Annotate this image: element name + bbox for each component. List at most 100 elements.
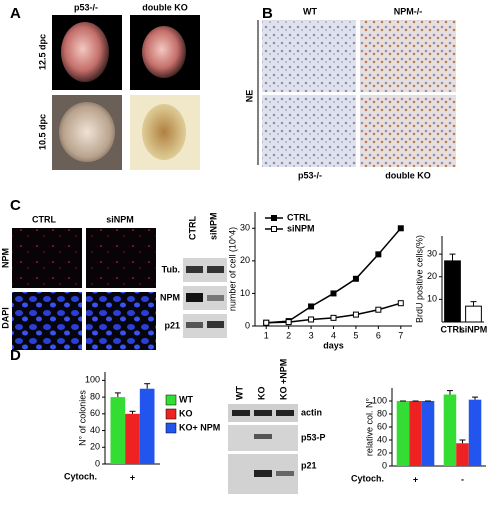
legend-swatch	[165, 408, 177, 420]
x-tick-label: CTRL	[441, 324, 465, 334]
band	[186, 322, 203, 328]
panel-b: B WT NPM-/- p53-/- double KO NE	[244, 5, 456, 180]
y-axis-label: relative col. N°	[364, 398, 374, 457]
x-tick-label: 1	[264, 330, 269, 340]
y-tick-label: 40	[90, 425, 100, 435]
band	[254, 410, 272, 416]
x-tick-label: 3	[309, 330, 314, 340]
marker	[330, 290, 337, 297]
y-tick-label: 30	[427, 248, 437, 258]
y-tick-label: 10	[427, 294, 437, 304]
blot-column-label: siNPM	[208, 212, 218, 240]
blot-row-label: p53-P	[301, 432, 326, 442]
band	[186, 293, 203, 302]
bar	[125, 413, 140, 464]
panel-letter: B	[262, 5, 273, 22]
blot-row-label: Tub.	[162, 264, 180, 274]
band	[207, 295, 224, 301]
marker	[330, 314, 337, 321]
blot-row-label: NPM	[160, 292, 180, 302]
y-tick-label: 0	[245, 320, 250, 330]
y-tick-label: 40	[377, 434, 387, 444]
column-label: p53-/-	[74, 2, 98, 12]
embryo	[142, 104, 186, 160]
marker	[397, 300, 404, 307]
marker	[352, 275, 359, 282]
photo	[86, 292, 156, 350]
marker	[397, 225, 404, 232]
photo	[86, 228, 156, 288]
marker	[285, 319, 292, 326]
bar	[444, 260, 461, 323]
y-tick-label: 100	[85, 375, 100, 385]
column-label: WT	[303, 6, 317, 16]
blot-column-label: WT	[234, 386, 244, 400]
marker	[375, 251, 382, 258]
side-label: NE	[244, 90, 254, 103]
legend-label: CTRL	[287, 212, 311, 222]
bar	[465, 305, 482, 323]
bar	[443, 394, 457, 466]
column-label: siNPM	[106, 214, 134, 224]
bar	[396, 401, 410, 466]
photo	[262, 20, 356, 92]
embryo	[142, 26, 186, 78]
blot-row-label: p21	[164, 320, 180, 330]
x-tick-label: +	[130, 472, 135, 482]
y-tick-label: 20	[240, 255, 250, 265]
band	[207, 266, 224, 273]
x-axis-label: days	[323, 340, 344, 350]
band	[276, 471, 294, 476]
column-label: CTRL	[32, 214, 56, 224]
x-tick-label: 6	[376, 330, 381, 340]
band	[186, 266, 203, 273]
legend-swatch	[165, 422, 177, 434]
x-axis-label: Cytoch.	[64, 471, 97, 481]
panel-c: C CTRL siNPM NPM DAPI CTRL siNPM Tub. NP…	[0, 197, 227, 350]
blot-column-label: CTRL	[187, 216, 197, 240]
y-tick-label: 100	[372, 395, 387, 405]
x-tick-label: siNPM	[460, 324, 488, 334]
bar	[468, 399, 482, 466]
y-tick-label: 10	[240, 288, 250, 298]
column-label: double KO	[142, 2, 188, 12]
x-tick-label: 2	[286, 330, 291, 340]
photo	[360, 95, 456, 167]
y-tick-label: 30	[240, 223, 250, 233]
legend-label: WT	[179, 394, 193, 404]
bar	[456, 443, 469, 466]
legend-label: siNPM	[287, 223, 315, 233]
embryo	[61, 22, 109, 82]
legend-swatch	[165, 394, 177, 406]
x-tick-label: 4	[331, 330, 336, 340]
marker	[352, 311, 359, 318]
embryo	[59, 102, 115, 162]
y-tick-label: 0	[95, 458, 100, 468]
row-label: 12.5 dpc	[37, 34, 47, 70]
legend-marker	[271, 215, 277, 221]
panel-letter: D	[10, 347, 21, 364]
x-tick-label: +	[413, 474, 418, 484]
bar	[409, 401, 422, 466]
y-tick-label: 0	[382, 460, 387, 470]
x-tick-label: 7	[398, 330, 403, 340]
x-tick-label: -	[461, 474, 464, 484]
band	[276, 410, 294, 416]
marker	[308, 316, 315, 323]
x-axis-label: Cytoch.	[351, 473, 384, 483]
blot-column-label: KO	[256, 387, 266, 401]
y-tick-label: 80	[377, 408, 387, 418]
row-label: DAPI	[0, 307, 10, 329]
y-tick-label: 80	[90, 391, 100, 401]
panel-d: D WT KO KO +NPM actin p53-P p21	[10, 347, 326, 494]
photo	[360, 20, 456, 92]
photo	[262, 95, 356, 167]
band	[254, 470, 272, 477]
blot-row-label: p21	[301, 460, 317, 470]
y-axis-label: BrdU positive cells(%)	[414, 235, 424, 323]
y-axis-label: N° of colonies	[77, 390, 87, 446]
y-tick-label: 20	[90, 442, 100, 452]
bar	[139, 388, 155, 464]
bottom-label: p53-/-	[298, 170, 322, 180]
